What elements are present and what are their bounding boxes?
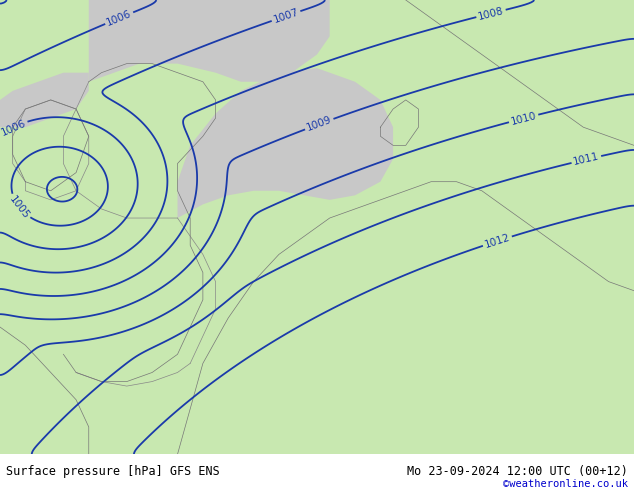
Text: 1006: 1006 (0, 118, 27, 137)
Text: ©weatheronline.co.uk: ©weatheronline.co.uk (503, 479, 628, 490)
Text: 1011: 1011 (573, 151, 600, 167)
Polygon shape (89, 0, 330, 82)
Text: 1008: 1008 (477, 5, 505, 22)
Polygon shape (178, 68, 393, 218)
Text: 1009: 1009 (305, 115, 333, 133)
Text: Mo 23-09-2024 12:00 UTC (00+12): Mo 23-09-2024 12:00 UTC (00+12) (407, 465, 628, 478)
Text: 1007: 1007 (272, 7, 300, 25)
Polygon shape (0, 73, 89, 127)
Text: 1006: 1006 (105, 8, 133, 28)
Text: 1010: 1010 (510, 110, 538, 126)
Text: 1012: 1012 (483, 232, 512, 250)
Text: Surface pressure [hPa] GFS ENS: Surface pressure [hPa] GFS ENS (6, 465, 220, 478)
Polygon shape (0, 0, 634, 454)
Text: 1005: 1005 (7, 194, 31, 220)
